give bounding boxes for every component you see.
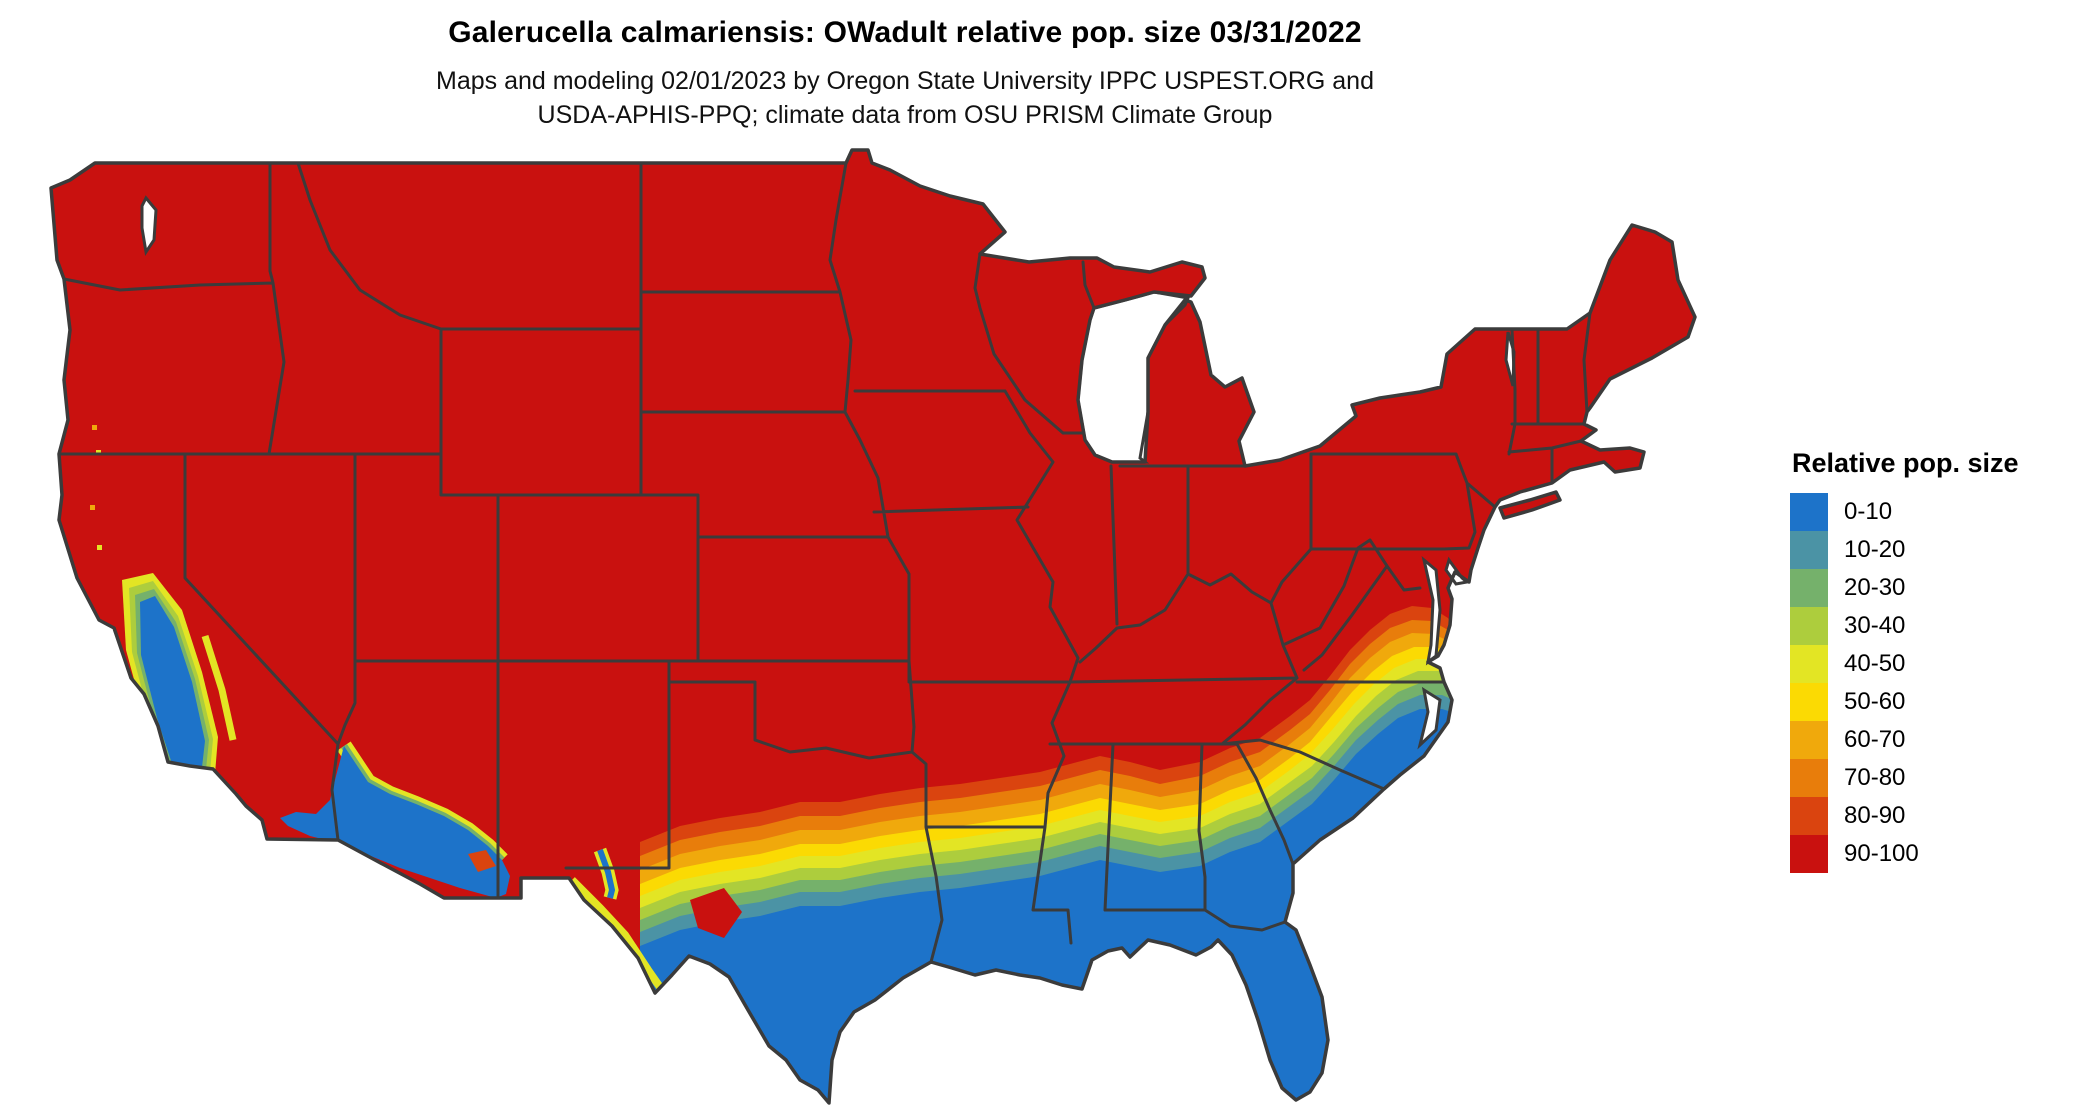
map-fill-layer <box>51 150 1695 1103</box>
header: Galerucella calmariensis: OWadult relati… <box>0 16 1810 132</box>
legend-swatch-60-70 <box>1790 721 1828 759</box>
puget-sound <box>140 195 158 256</box>
coast-speckle-3 <box>90 505 95 510</box>
legend-row: 60-70 <box>1790 721 2019 759</box>
legend-label-90-100: 90-100 <box>1844 840 1919 867</box>
legend-label-70-80: 70-80 <box>1844 764 1906 791</box>
legend-row: 30-40 <box>1790 607 2019 645</box>
legend-swatch-10-20 <box>1790 531 1828 569</box>
state-borders <box>57 161 1592 964</box>
legend-title: Relative pop. size <box>1792 448 2019 478</box>
legend-swatch-50-60 <box>1790 683 1828 721</box>
legend-swatch-20-30 <box>1790 569 1828 607</box>
legend-row: 20-30 <box>1790 569 2019 607</box>
legend-swatch-70-80 <box>1790 759 1828 797</box>
legend-swatch-80-90 <box>1790 797 1828 835</box>
coast-speckle-4 <box>97 545 102 550</box>
page-title: Galerucella calmariensis: OWadult relati… <box>448 16 1362 49</box>
legend-swatch-90-100 <box>1790 835 1828 873</box>
legend-row: 90-100 <box>1790 835 2019 873</box>
legend-row: 70-80 <box>1790 759 2019 797</box>
subtitle-line-2: USDA-APHIS-PPQ; climate data from OSU PR… <box>537 101 1273 129</box>
pamlico-sound <box>1417 686 1442 750</box>
page-subtitle: Maps and modeling 02/01/2023 by Oregon S… <box>0 64 1810 132</box>
coast-speckle-1 <box>92 425 97 430</box>
region-0-10 <box>640 709 1472 1103</box>
legend-row: 10-20 <box>1790 531 2019 569</box>
legend-label-30-40: 30-40 <box>1844 612 1906 639</box>
se-arizona-red <box>468 850 496 872</box>
legend-label-60-70: 60-70 <box>1844 726 1906 753</box>
sonoran-desert-blue <box>280 746 510 898</box>
davis-mountains-red <box>690 888 742 938</box>
legend-label-10-20: 10-20 <box>1844 536 1906 563</box>
legend: Relative pop. size 0-10 10-20 20-30 30-4… <box>1790 448 2019 873</box>
legend-swatch-30-40 <box>1790 607 1828 645</box>
legend-row: 80-90 <box>1790 797 2019 835</box>
legend-swatch-40-50 <box>1790 645 1828 683</box>
legend-row: 50-60 <box>1790 683 2019 721</box>
sierra-foothill-yellow <box>201 634 237 741</box>
subtitle-line-1: Maps and modeling 02/01/2023 by Oregon S… <box>436 67 1374 95</box>
legend-row: 40-50 <box>1790 645 2019 683</box>
legend-label-50-60: 50-60 <box>1844 688 1906 715</box>
rio-grande-blue <box>597 848 616 899</box>
central-valley-blue <box>140 596 205 790</box>
legend-label-80-90: 80-90 <box>1844 802 1906 829</box>
big-bend-fringe-yellow <box>569 877 666 993</box>
legend-label-0-10: 0-10 <box>1844 498 1893 525</box>
legend-label-20-30: 20-30 <box>1844 574 1906 601</box>
legend-swatch-0-10 <box>1790 493 1828 531</box>
legend-row: 0-10 <box>1790 493 2019 531</box>
legend-label-40-50: 40-50 <box>1844 650 1906 677</box>
